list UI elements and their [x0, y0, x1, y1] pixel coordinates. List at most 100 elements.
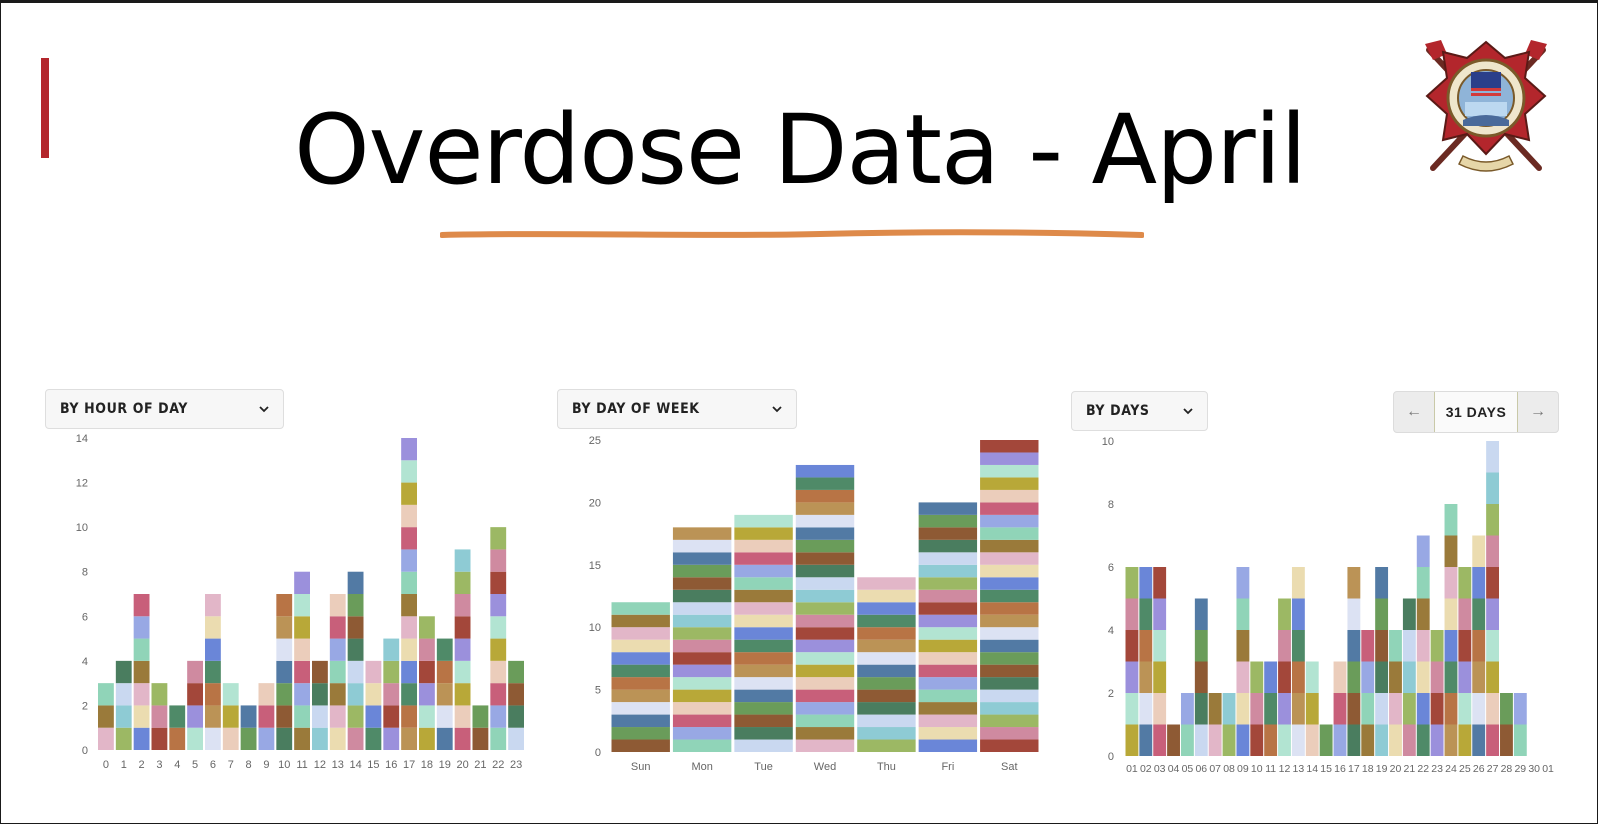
bar-segment: [980, 689, 1039, 703]
bar[interactable]: [734, 514, 793, 752]
bar[interactable]: [490, 527, 507, 750]
bar-segment: [401, 705, 417, 728]
x-tick-label: 16: [1334, 763, 1346, 775]
bar[interactable]: [1250, 661, 1264, 757]
bar[interactable]: [365, 660, 382, 750]
bar[interactable]: [436, 638, 453, 750]
bar-segment: [1472, 535, 1486, 567]
bar[interactable]: [795, 464, 855, 752]
bar[interactable]: [329, 594, 346, 750]
bar-segment: [1347, 598, 1361, 630]
bar[interactable]: [1513, 693, 1527, 756]
bar[interactable]: [1194, 598, 1208, 757]
bar[interactable]: [115, 660, 132, 750]
bar[interactable]: [347, 571, 364, 750]
bar-segment: [401, 549, 417, 572]
bar[interactable]: [1139, 567, 1153, 756]
bar[interactable]: [918, 502, 978, 752]
bar-segment: [611, 677, 670, 690]
bar[interactable]: [508, 660, 524, 750]
bar-segment: [672, 527, 732, 540]
bar[interactable]: [383, 638, 400, 750]
bar-segment: [672, 677, 732, 690]
day-of-week-dropdown[interactable]: BY DAY OF WEEK: [557, 389, 797, 429]
bar[interactable]: [312, 660, 328, 750]
bar[interactable]: [1430, 630, 1444, 756]
bar[interactable]: [133, 594, 150, 750]
bar[interactable]: [1458, 567, 1472, 756]
bar[interactable]: [1180, 693, 1194, 756]
bar[interactable]: [1361, 630, 1375, 756]
bar-segment: [672, 702, 732, 715]
bar-segment: [1222, 693, 1236, 725]
bar[interactable]: [1125, 567, 1139, 756]
bar[interactable]: [1416, 535, 1430, 757]
bar-segment: [1361, 661, 1375, 693]
bar[interactable]: [98, 683, 114, 750]
bar[interactable]: [1347, 567, 1361, 756]
bar-segment: [1291, 661, 1305, 693]
bar[interactable]: [1333, 661, 1347, 757]
x-tick-label: Wed: [814, 761, 836, 773]
x-tick-label: Fri: [941, 761, 954, 773]
bar[interactable]: [611, 602, 670, 752]
bar-segment: [1472, 630, 1486, 662]
bar[interactable]: [294, 571, 310, 750]
bar-segment: [1402, 661, 1416, 693]
bar-segment: [347, 683, 364, 706]
bar-segment: [472, 727, 489, 750]
bar[interactable]: [240, 705, 257, 750]
x-tick-label: 14: [349, 759, 361, 771]
bar[interactable]: [1153, 567, 1167, 756]
bar[interactable]: [1291, 567, 1305, 756]
bar[interactable]: [1305, 661, 1319, 757]
bar-segment: [1264, 661, 1278, 693]
bar-segment: [312, 705, 328, 728]
next-range-button[interactable]: →: [1518, 392, 1558, 432]
bar-segment: [490, 571, 507, 594]
bar[interactable]: [1486, 441, 1500, 756]
bar[interactable]: [1222, 693, 1236, 756]
bar-segment: [672, 577, 732, 590]
bar[interactable]: [1402, 598, 1416, 757]
bar[interactable]: [258, 683, 275, 750]
bar[interactable]: [472, 705, 489, 750]
hour-of-day-dropdown[interactable]: BY HOUR OF DAY: [45, 389, 284, 429]
bar-segment: [611, 602, 670, 615]
bar[interactable]: [1236, 567, 1250, 756]
bar[interactable]: [1319, 724, 1333, 757]
bar-segment: [383, 705, 400, 728]
bar[interactable]: [1389, 630, 1402, 756]
bar[interactable]: [980, 440, 1039, 752]
bar[interactable]: [1167, 724, 1180, 757]
y-tick-label: 4: [82, 656, 88, 668]
bar[interactable]: [1500, 693, 1513, 756]
prev-range-button[interactable]: ←: [1394, 392, 1434, 432]
bar[interactable]: [672, 527, 732, 752]
bar[interactable]: [1472, 535, 1486, 757]
bar[interactable]: [276, 594, 293, 750]
bar[interactable]: [419, 616, 435, 750]
bar[interactable]: [222, 683, 239, 750]
bar[interactable]: [169, 705, 186, 750]
bar-segment: [1333, 724, 1347, 756]
bar[interactable]: [151, 683, 168, 750]
title-underline: [440, 229, 1144, 238]
day-of-week-dropdown-label: BY DAY OF WEEK: [572, 401, 700, 417]
bar[interactable]: [857, 577, 916, 752]
x-tick-label: 12: [1279, 763, 1291, 775]
bar[interactable]: [401, 438, 417, 750]
bar[interactable]: [1278, 598, 1291, 757]
bar[interactable]: [187, 660, 203, 750]
bar[interactable]: [1208, 693, 1222, 756]
by-days-dropdown[interactable]: BY DAYS: [1071, 391, 1208, 431]
bar-segment: [1333, 661, 1347, 693]
bar[interactable]: [454, 549, 471, 750]
bar-segment: [980, 539, 1039, 553]
bar-segment: [1167, 724, 1180, 756]
bar-segment: [1278, 661, 1291, 693]
bar[interactable]: [1444, 504, 1458, 756]
bar[interactable]: [1375, 567, 1389, 756]
bar[interactable]: [1264, 661, 1278, 757]
bar[interactable]: [205, 594, 221, 750]
